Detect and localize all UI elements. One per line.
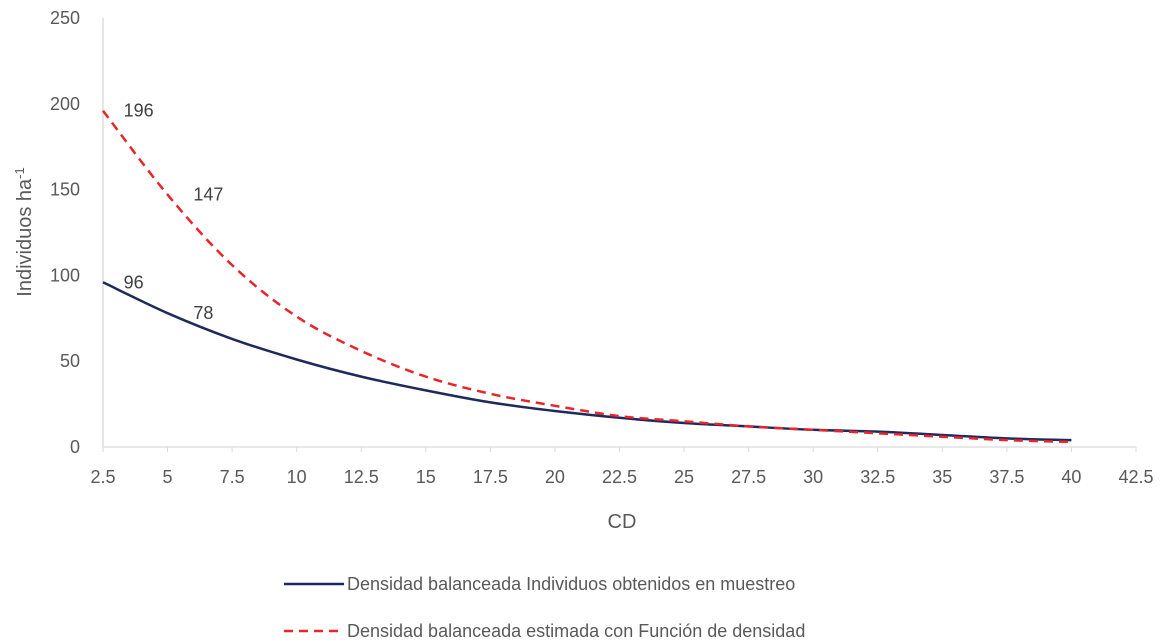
series-lines [102, 109, 1072, 444]
x-tick-labels: 2.5 5 7.5 10 12.5 15 17.5 20 22.5 25 27.5 30 32.5 35 3… [90, 447, 1154, 487]
x-tick-label: 30 [803, 467, 823, 487]
x-tick-label: 5 [163, 467, 173, 487]
y-tick-labels: 0 50 100 150 200 250 [50, 8, 80, 457]
x-tick-label: 37.5 [989, 467, 1024, 487]
x-tick-label: 35 [932, 467, 952, 487]
x-tick-label: 20 [545, 467, 565, 487]
y-tick-label: 200 [50, 94, 80, 114]
data-label: 78 [193, 303, 213, 323]
y-tick-label: 250 [50, 8, 80, 28]
x-tick-label: 42.5 [1118, 467, 1153, 487]
axes [102, 18, 1136, 448]
x-tick-label: 2.5 [90, 467, 115, 487]
data-labels: 196 147 96 78 [124, 101, 224, 323]
data-label: 196 [124, 101, 154, 121]
series-line-muestreo [102, 281, 1072, 442]
x-tick-label: 12.5 [344, 467, 379, 487]
data-label: 96 [124, 272, 144, 292]
x-tick-label: 22.5 [602, 467, 637, 487]
x-tick-label: 10 [287, 467, 307, 487]
x-tick-label: 7.5 [220, 467, 245, 487]
y-axis-title-superscript: -1 [12, 167, 27, 179]
data-label: 147 [193, 185, 223, 205]
y-tick-label: 150 [50, 180, 80, 200]
legend-entry-muestreo: Densidad balanceada Individuos obtenidos… [347, 574, 795, 594]
legend-entry-funcion: Densidad balanceada estimada con Función… [347, 621, 805, 641]
y-tick-label: 50 [60, 351, 80, 371]
x-tick-label: 15 [416, 467, 436, 487]
y-axis-title: Individuos ha-1 [12, 167, 37, 296]
x-axis-title: CD [608, 511, 637, 533]
series-line-funcion [102, 109, 1072, 444]
x-tick-label: 32.5 [860, 467, 895, 487]
x-tick-label: 25 [674, 467, 694, 487]
y-tick-label: 100 [50, 265, 80, 285]
x-tick-label: 17.5 [473, 467, 508, 487]
y-axis-title-main: Individuos ha [14, 178, 36, 297]
y-tick-label: 0 [70, 437, 80, 457]
x-tick-label: 40 [1061, 467, 1081, 487]
x-tick-label: 27.5 [731, 467, 766, 487]
legend: Densidad balanceada Individuos obtenidos… [284, 574, 805, 641]
